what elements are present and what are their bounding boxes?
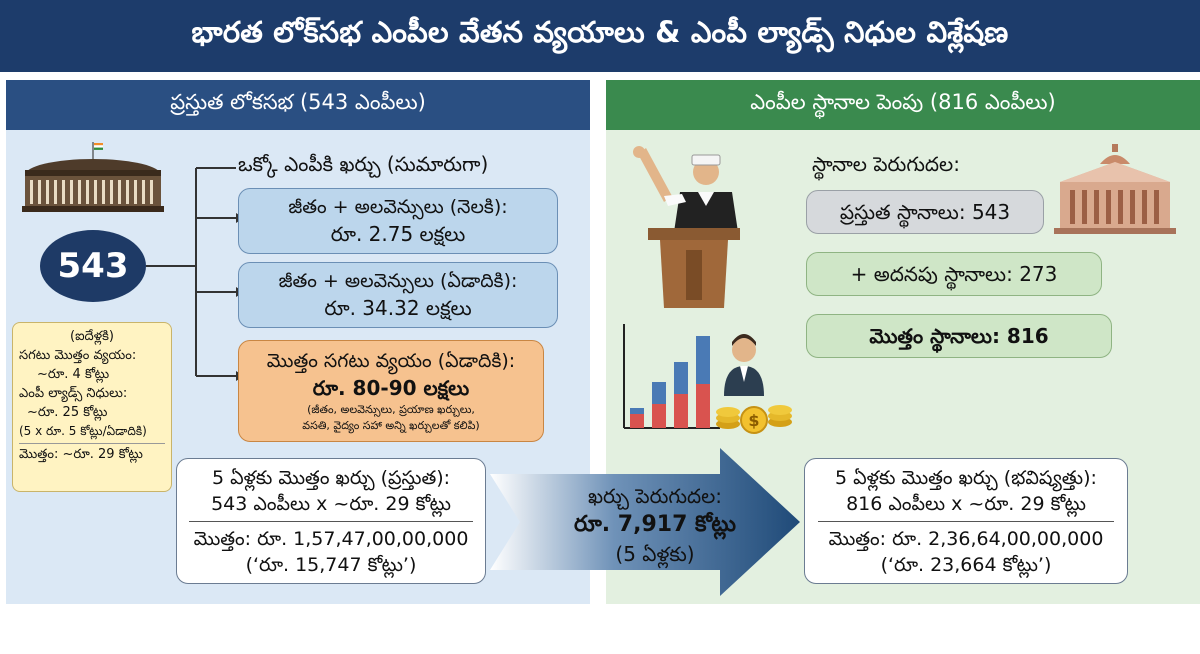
current-summary-box: 5 ఏళ్లకు మొత్తం ఖర్చు (ప్రస్తుత): 543 ఎం… [176, 458, 486, 584]
current-summary-words: (‘రూ. 15,747 కోట్లు’) [245, 553, 417, 576]
increase-text: ఖర్చు పెరుగుదల: రూ. 7,917 కోట్లు (5 ఏళ్ల… [540, 482, 770, 568]
five-year-box: (ఐదేళ్లకి) సగటు మొత్తం వ్యయం: ~రూ. 4 కోట… [12, 322, 172, 492]
current-summary-line2: 543 ఎంపీలు x ~రూ. 29 కోట్లు [211, 492, 451, 515]
five-year-avg-value: ~రూ. 4 కోట్లు [37, 367, 110, 382]
new-parliament-building-icon [1054, 144, 1176, 234]
added-seats: + అదనపు స్థానాలు: 273 [850, 262, 1058, 286]
average-cost-label: మొత్తం సగటు వ్యయం (ఏడాదికి): [266, 350, 516, 372]
future-summary-words: (‘రూ. 23,664 కోట్లు’) [880, 553, 1052, 576]
average-cost-note-1: (జీతం, అలవెన్సులు, ప్రయాణ ఖర్చులు, [307, 403, 475, 416]
title-bar: భారత లోక్‌సభ ఎంపీల వేతన వ్యయాలు & ఎంపీ ల… [0, 0, 1200, 72]
monthly-salary-value: రూ. 2.75 లక్షలు [330, 222, 466, 246]
five-year-lads-note: (5 x రూ. 5 కోట్లు/ఏడాదికి) [19, 424, 147, 438]
future-summary-box: 5 ఏళ్లకు మొత్తం ఖర్చు (భవిష్యత్తు): 816 … [804, 458, 1128, 584]
five-year-avg-label: సగటు మొత్తం వ్యయం: [19, 348, 137, 363]
svg-text:$: $ [748, 411, 759, 430]
future-summary-line2: 816 ఎంపీలు x ~రూ. 29 కోట్లు [846, 492, 1086, 515]
bottom-strip [0, 604, 1200, 654]
parliament-building-icon [22, 142, 164, 212]
growth-chart-icon: $ [623, 324, 792, 434]
summary-divider [817, 520, 1115, 522]
current-summary-total: మొత్తం: రూ. 1,57,47,00,00,000 [193, 527, 469, 550]
average-cost-value: రూ. 80-90 లక్షలు [312, 376, 470, 400]
increase-line3: (5 ఏళ్లకు) [615, 542, 695, 566]
increase-amount: రూ. 7,917 కోట్లు [574, 512, 736, 537]
five-year-label: (ఐదేళ్లకి) [70, 329, 114, 344]
five-year-total: మొత్తం: ~రూ. 29 కోట్లు [19, 443, 165, 464]
current-seats-box: ప్రస్తుత స్థానాలు: 543 [806, 190, 1044, 234]
added-seats-box: + అదనపు స్థానాలు: 273 [806, 252, 1102, 296]
current-summary-line1: 5 ఏళ్లకు మొత్తం ఖర్చు (ప్రస్తుత): [211, 466, 451, 489]
cost-heading: ఒక్కో ఎంపీకి ఖర్చు (సుమారుగా) [238, 152, 489, 176]
average-cost-box: మొత్తం సగటు వ్యయం (ఏడాదికి): రూ. 80-90 ల… [238, 340, 544, 442]
mp-count-badge: 543 [40, 230, 146, 302]
increase-arrow-icon [490, 448, 800, 596]
left-panel-header: ప్రస్తుత లోకసభ (543 ఎంపీలు) [6, 80, 590, 130]
total-seats: మొత్తం స్థానాలు: 816 [869, 324, 1049, 348]
future-summary-line1: 5 ఏళ్లకు మొత్తం ఖర్చు (భవిష్యత్తు): [835, 466, 1097, 489]
total-seats-box: మొత్తం స్థానాలు: 816 [806, 314, 1112, 358]
average-cost-note-2: వసతి, వైద్యం సహా అన్ని ఖర్చులతో కలిపి) [302, 419, 480, 432]
increase-line1: ఖర్చు పెరుగుదల: [587, 484, 723, 508]
future-summary-total: మొత్తం: రూ. 2,36,64,00,00,000 [828, 527, 1104, 550]
monthly-salary-label: జీతం + అలవెన్సులు (నెలకి): [288, 196, 508, 218]
monthly-salary-box: జీతం + అలవెన్సులు (నెలకి): రూ. 2.75 లక్ష… [238, 188, 558, 254]
page-title: భారత లోక్‌సభ ఎంపీల వేతన వ్యయాలు & ఎంపీ ల… [191, 15, 1009, 49]
yearly-salary-value: రూ. 34.32 లక్షలు [324, 296, 472, 320]
seats-heading: స్థానాల పెరుగుదల: [812, 152, 960, 176]
right-panel-header: ఎంపీల స్థానాల పెంపు (816 ఎంపీలు) [606, 80, 1200, 130]
speaker-podium-icon [633, 146, 740, 308]
yearly-salary-label: జీతం + అలవెన్సులు (ఏడాదికి): [278, 270, 518, 292]
yearly-salary-box: జీతం + అలవెన్సులు (ఏడాదికి): రూ. 34.32 ల… [238, 262, 558, 328]
five-year-lads-label: ఎంపీ ల్యాడ్స్ నిధులు: [19, 386, 128, 401]
five-year-lads-value: ~రూ. 25 కోట్లు [27, 405, 108, 420]
current-seats: ప్రస్తుత స్థానాలు: 543 [839, 200, 1011, 224]
summary-divider [189, 520, 473, 522]
